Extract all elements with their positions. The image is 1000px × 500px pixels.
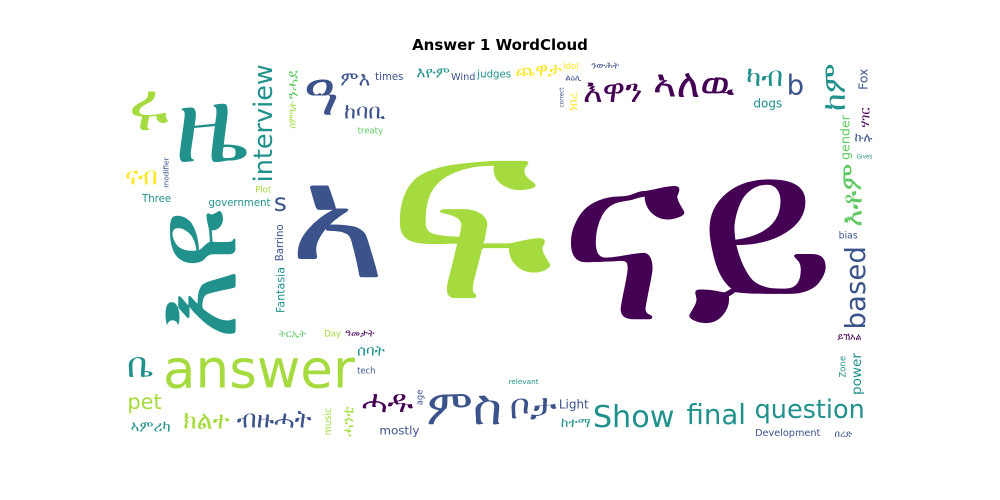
word: ምስ xyxy=(427,378,502,436)
word: Barrino xyxy=(275,224,286,261)
word: ካብ xyxy=(746,60,783,93)
word: Development xyxy=(755,428,820,439)
word: እዩ xyxy=(125,210,264,340)
word: ኣ xyxy=(290,128,385,316)
word: Light xyxy=(559,397,589,411)
word: power xyxy=(849,353,865,395)
word: ሓንቲ xyxy=(339,406,357,437)
word: treaty xyxy=(358,127,383,137)
word: answer xyxy=(163,338,355,400)
word: interview xyxy=(249,64,279,182)
word: ነበረ xyxy=(566,92,580,111)
word-cloud: ፍናይኣእዩanswerዜምስሃገራትዓእዋንShowእቶምሩኣለዉሓዱinte… xyxy=(125,60,874,440)
word: Zone xyxy=(838,356,848,378)
word: ናይ xyxy=(559,96,836,377)
word: modifier xyxy=(161,157,170,187)
word: ፍ xyxy=(387,66,552,357)
word: ኣለዉ xyxy=(653,61,735,107)
word: ትርኢት xyxy=(279,329,306,340)
word: times xyxy=(375,72,403,83)
word: እዮም xyxy=(417,63,451,81)
word: ከተማ xyxy=(561,415,591,431)
word: b xyxy=(787,70,804,102)
word: judges xyxy=(476,70,511,81)
word: ናብ xyxy=(125,162,158,191)
word: mostly xyxy=(379,424,419,438)
word: Fantasia xyxy=(274,267,287,313)
word: question xyxy=(755,395,865,425)
word: Gives xyxy=(857,155,873,161)
word: pet xyxy=(127,390,161,414)
word: bias xyxy=(839,230,858,241)
word: ክልተ xyxy=(183,406,229,435)
word: Fox xyxy=(856,69,871,90)
word: government xyxy=(208,198,270,209)
word: ይኽእል xyxy=(838,332,862,343)
word: ዓመታት xyxy=(345,329,375,340)
word: በረድ xyxy=(835,429,853,440)
word: እቶም xyxy=(834,164,868,227)
word: music xyxy=(323,408,334,436)
word: ብዙሓት xyxy=(237,405,312,434)
word: Wind xyxy=(451,72,475,83)
word: ሰባት xyxy=(357,342,385,360)
word: ኩሉ xyxy=(855,130,873,145)
word: s xyxy=(274,188,287,217)
chart-title: Answer 1 WordCloud xyxy=(412,36,588,54)
word: ስምዒት xyxy=(288,102,299,129)
word: ሩ xyxy=(129,65,169,147)
word: gender xyxy=(838,114,853,160)
word: ቦታ xyxy=(510,386,557,427)
word: Idol xyxy=(563,62,578,72)
word: correct xyxy=(559,87,565,108)
word: dogs xyxy=(753,96,782,110)
word: ዜ xyxy=(174,62,248,188)
word: Three xyxy=(141,194,171,205)
word: ዓ xyxy=(304,60,339,129)
word: Plot xyxy=(255,186,272,196)
word: ከባቢ xyxy=(344,99,386,124)
word: ንሓደ xyxy=(283,70,301,99)
word: ሃገር xyxy=(859,107,874,128)
word: Day xyxy=(324,330,341,340)
word: final xyxy=(686,398,745,431)
word: ሓዱ xyxy=(362,384,413,420)
word: ጨዋታ xyxy=(516,60,562,81)
word: age xyxy=(415,390,425,406)
word: ኣምሪካ xyxy=(131,418,171,436)
word: based xyxy=(839,246,872,329)
word: ከም xyxy=(815,63,853,111)
word: relevant xyxy=(508,377,538,386)
word: Show xyxy=(593,400,675,435)
word: ምእ xyxy=(340,67,370,90)
word: ቤ xyxy=(127,345,154,386)
word: ንውሕት xyxy=(591,60,619,71)
word: tech xyxy=(357,366,375,376)
word: ልዕሊ xyxy=(565,72,581,82)
word: እዋን xyxy=(583,71,643,110)
